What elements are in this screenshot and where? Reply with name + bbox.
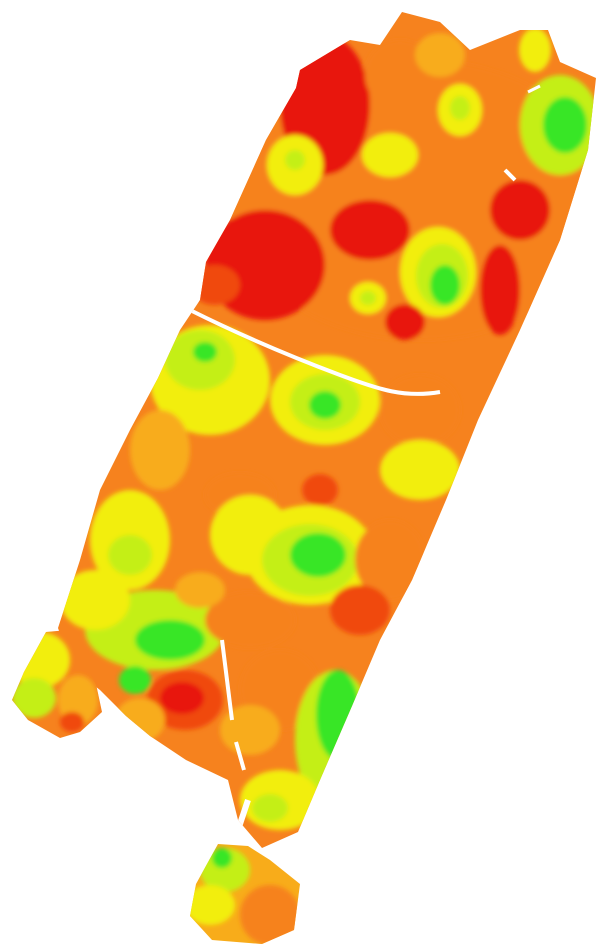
zone-mid-center-green-core	[309, 391, 341, 419]
left-zone-green	[12, 678, 56, 718]
zone-upper-yellow-1-core	[450, 96, 470, 120]
zone-top-yellow	[415, 33, 465, 77]
zone-low-left-yellow	[60, 570, 130, 630]
zone-low-red-hotspot-core	[160, 682, 204, 714]
zone-mid-yellow-right	[380, 440, 460, 500]
left-zone-red	[60, 712, 84, 732]
field-divider-line	[189, 308, 441, 396]
zone-low-left-green-core	[135, 620, 205, 660]
zone-mid-orange-3	[302, 474, 338, 506]
bottom-field-section	[190, 844, 300, 944]
zone-center-green-patch-core	[430, 265, 460, 305]
zone-center-red	[330, 200, 410, 260]
zone-mid-orange-right	[355, 520, 425, 600]
zone-mid-orange-right-2	[330, 585, 390, 635]
field-gap-lower	[220, 639, 246, 771]
zone-low-green-small	[119, 666, 151, 694]
zone-small-yellow-core	[360, 291, 376, 305]
zone-mid-green-left	[108, 535, 152, 575]
zone-low-center-yellow	[175, 572, 225, 608]
left-zone-orange	[58, 675, 98, 725]
zone-mid-left-green-core	[193, 342, 217, 362]
zone-low-right-green-core	[316, 670, 360, 760]
bottom-zone-yellow	[190, 885, 235, 925]
zone-upper-red-band-2	[190, 265, 240, 305]
zone-low-left-orange	[115, 698, 165, 742]
zone-low-orange-2	[220, 705, 280, 755]
field-gap-top	[527, 84, 541, 94]
field-gap-right	[503, 168, 517, 182]
zone-top-right-green-core	[543, 97, 587, 153]
bottom-zone-orange	[240, 885, 300, 944]
zone-right-red-2	[480, 245, 520, 335]
zone-low-center-orange	[205, 592, 295, 648]
zone-green-blob-large-core	[290, 533, 346, 577]
zone-mid-orange-1	[380, 375, 460, 445]
zone-low-bottom-green	[252, 794, 288, 822]
bottom-zone-green-core	[212, 848, 232, 868]
zone-right-red	[490, 180, 550, 240]
zone-upper-yellow-2	[362, 133, 418, 177]
zone-upper-yellow-3-core	[285, 150, 305, 170]
zone-mid-orange-2	[130, 410, 190, 490]
zone-topright-yellow	[519, 28, 551, 72]
zone-lower-red-small	[385, 304, 425, 340]
